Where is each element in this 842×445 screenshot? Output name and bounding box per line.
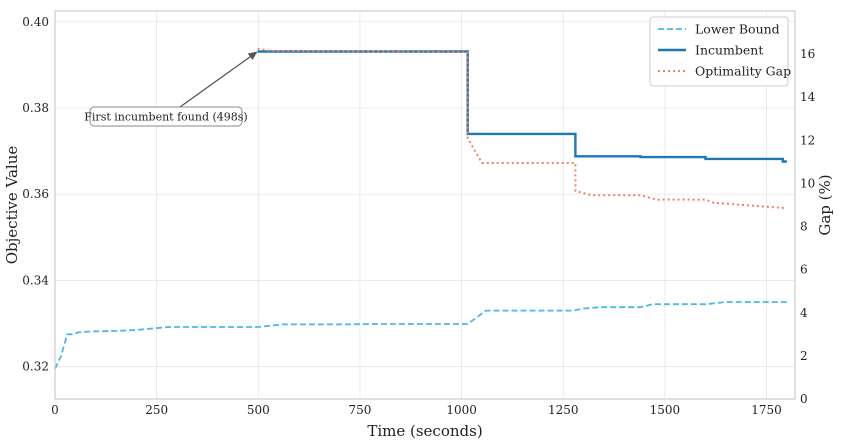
x-tick-label: 1750 (751, 403, 782, 417)
legend-label: Optimality Gap (695, 64, 791, 79)
y-tick-label: 0.36 (22, 187, 49, 201)
y-tick-label: 0.38 (22, 101, 49, 115)
y2-tick-label: 6 (800, 263, 808, 277)
legend-label: Incumbent (695, 43, 763, 58)
x-tick-label: 750 (348, 403, 371, 417)
y2-tick-label: 10 (800, 176, 815, 190)
y2-tick-label: 0 (800, 392, 808, 406)
legend: Lower Bound Incumbent Optimality Gap (649, 16, 791, 87)
x-tick-label: 0 (51, 403, 59, 417)
series-line-incumbent (257, 50, 787, 163)
x-axis-title: Time (seconds) (367, 422, 482, 440)
y2-tick-label: 8 (800, 220, 808, 234)
annotation-box (89, 106, 243, 127)
annotation-text: First incumbent found (498s) (84, 111, 247, 124)
y2-tick-label: 2 (800, 349, 808, 363)
x-tick-label: 500 (247, 403, 270, 417)
y-tick-label: 0.40 (22, 15, 49, 29)
series-layer (54, 47, 787, 370)
series-line-optimality-gap (257, 47, 787, 210)
series-line-lower-bound (54, 301, 787, 370)
legend-label: Lower Bound (695, 22, 780, 37)
tick-layer: 0 250 500 750 1000 1250 1500 1750 0.32 0.34 0.36 0.… (22, 15, 815, 417)
y-tick-label: 0.34 (22, 273, 49, 287)
x-tick-label: 1000 (446, 403, 477, 417)
x-tick-label: 1250 (548, 403, 579, 417)
y2-tick-label: 14 (800, 90, 816, 104)
annotation-arrow-head (247, 51, 258, 61)
y2-axis-title: Gap (%) (816, 174, 834, 235)
legend-box (649, 16, 789, 87)
y2-tick-label: 16 (800, 47, 815, 61)
plot-frame (54, 10, 796, 400)
y-tick-label: 0.32 (22, 360, 49, 374)
annotation-layer: First incumbent found (498s) (84, 51, 258, 127)
y2-tick-label: 12 (800, 133, 815, 147)
x-tick-label: 1500 (650, 403, 681, 417)
annotation-arrow-line (179, 53, 255, 108)
y2-tick-label: 4 (800, 306, 808, 320)
y-axis-title: Objective Value (3, 146, 21, 265)
x-tick-label: 250 (145, 403, 168, 417)
